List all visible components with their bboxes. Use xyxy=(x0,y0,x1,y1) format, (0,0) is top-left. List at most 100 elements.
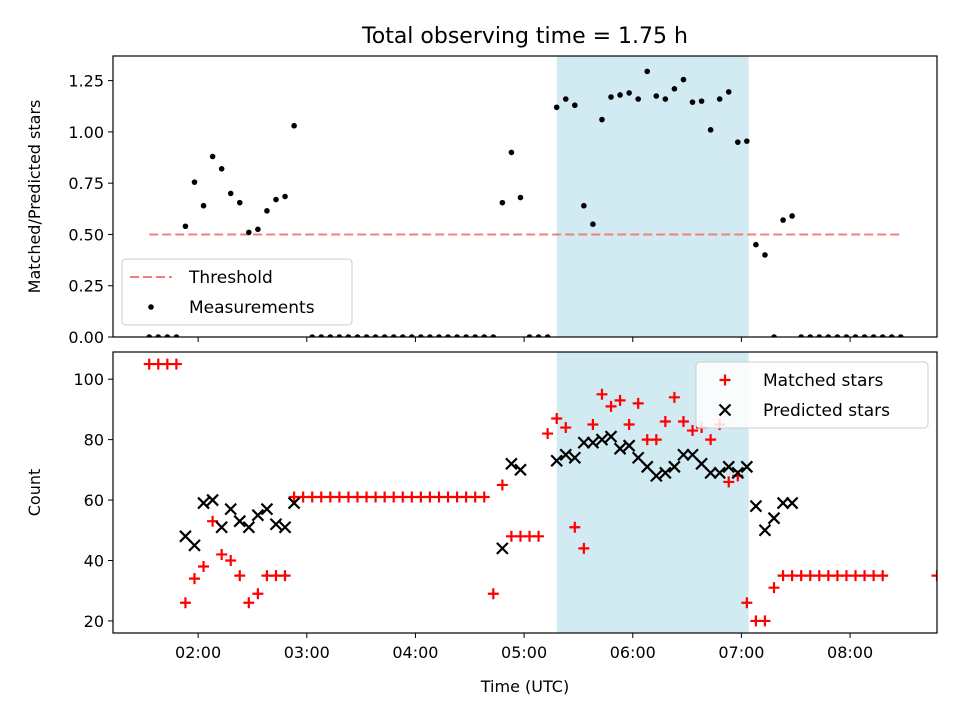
data-point xyxy=(233,514,247,528)
data-point xyxy=(608,94,614,100)
data-point xyxy=(677,415,689,427)
y-tick-label: 60 xyxy=(84,491,104,510)
data-point xyxy=(260,502,274,516)
data-point xyxy=(463,334,469,337)
data-point xyxy=(613,442,627,455)
y-tick-label: 0.50 xyxy=(68,225,104,244)
data-point xyxy=(227,190,234,197)
data-point xyxy=(282,193,288,200)
data-point xyxy=(182,223,189,230)
data-point xyxy=(390,334,397,337)
x-tick-label: 03:00 xyxy=(284,643,330,662)
axes-frame xyxy=(112,351,938,634)
data-point xyxy=(197,496,210,510)
data-point xyxy=(587,419,599,431)
data-point xyxy=(327,334,334,337)
data-point xyxy=(269,517,283,531)
data-point xyxy=(478,491,490,503)
data-point xyxy=(653,93,660,99)
data-point xyxy=(542,428,554,440)
data-point xyxy=(595,433,609,446)
data-point xyxy=(209,153,216,160)
data-point xyxy=(188,539,201,552)
data-point xyxy=(614,394,626,406)
data-point xyxy=(287,496,301,510)
legend: Threshold Measurements xyxy=(121,258,353,326)
data-point xyxy=(200,202,207,209)
data-point xyxy=(472,334,478,337)
data-point xyxy=(499,199,506,206)
data-point xyxy=(689,99,696,105)
data-point xyxy=(173,334,180,337)
data-point xyxy=(336,334,343,337)
data-point xyxy=(749,499,763,513)
x-tick-label: 08:00 xyxy=(827,643,873,662)
data-point xyxy=(662,96,669,102)
data-point xyxy=(626,90,632,96)
data-point xyxy=(740,460,754,474)
data-point xyxy=(734,139,741,145)
data-point xyxy=(218,166,225,172)
legend-box xyxy=(695,361,929,429)
data-point xyxy=(680,76,687,83)
data-point xyxy=(825,334,832,337)
legend-label: Matched stars xyxy=(763,371,883,391)
data-point xyxy=(617,92,623,98)
data-point xyxy=(206,493,219,507)
data-point xyxy=(768,582,780,594)
data-point xyxy=(870,334,877,337)
data-point xyxy=(816,334,823,337)
data-point xyxy=(550,454,563,468)
data-point xyxy=(605,400,617,412)
data-point xyxy=(668,391,680,403)
data-point xyxy=(345,334,352,337)
data-point xyxy=(399,334,406,337)
data-point xyxy=(215,520,228,534)
data-point xyxy=(596,388,608,400)
legend-swatch xyxy=(148,304,154,310)
data-point xyxy=(191,179,198,185)
legend-label: Measurements xyxy=(189,298,315,318)
data-point xyxy=(454,334,460,337)
data-point xyxy=(650,434,662,446)
data-point xyxy=(762,252,768,258)
highlight-band xyxy=(556,56,749,337)
y-tick-label: 0.00 xyxy=(68,328,104,347)
data-point xyxy=(146,334,153,337)
data-point xyxy=(759,615,771,627)
data-point xyxy=(409,334,415,337)
data-point xyxy=(562,96,569,102)
data-point xyxy=(354,334,361,337)
data-point xyxy=(852,334,859,337)
data-point xyxy=(517,194,524,201)
data-point xyxy=(418,334,424,337)
data-point xyxy=(514,463,527,477)
data-point xyxy=(568,451,582,465)
data-point xyxy=(533,530,545,542)
data-point xyxy=(572,102,578,109)
data-point xyxy=(273,196,279,203)
data-point xyxy=(179,597,191,609)
data-point xyxy=(650,469,663,483)
data-point xyxy=(771,334,777,337)
data-point xyxy=(776,496,790,510)
legend-label: Predicted stars xyxy=(763,401,890,421)
data-point xyxy=(243,597,255,609)
y-tick-label: 40 xyxy=(84,551,104,570)
data-point xyxy=(198,561,210,573)
data-point xyxy=(716,96,723,102)
data-point xyxy=(436,334,442,337)
data-point xyxy=(372,334,379,337)
data-point xyxy=(879,334,886,337)
x-tick-label: 04:00 xyxy=(392,643,438,662)
data-point xyxy=(225,554,237,566)
legend-swatch xyxy=(718,403,732,417)
data-point xyxy=(216,548,228,560)
axes-frame xyxy=(112,55,938,338)
data-point xyxy=(671,86,678,92)
legend-box xyxy=(121,258,353,326)
data-point xyxy=(834,334,841,337)
x-axis-label: Time (UTC) xyxy=(480,677,569,696)
data-point xyxy=(291,122,297,129)
